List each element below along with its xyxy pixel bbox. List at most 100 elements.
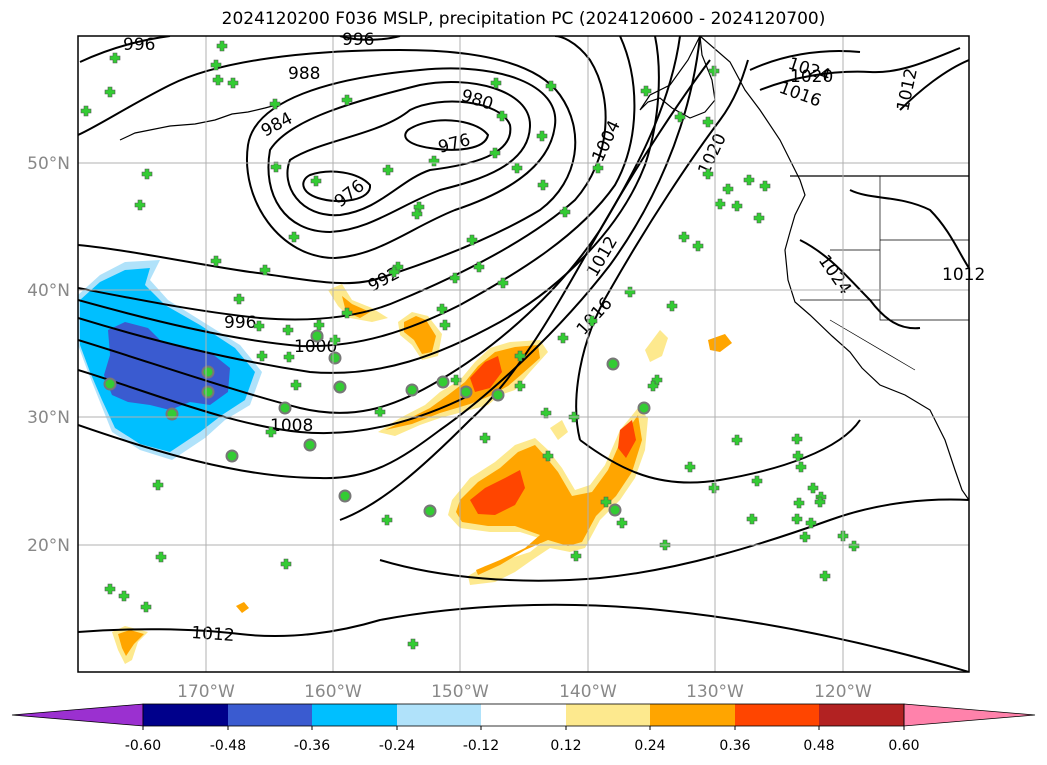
station-marker [436,303,448,315]
isobar-label: 996 [224,313,256,333]
isobar-label: 996 [342,30,374,50]
colorbar-tick-label: -0.60 [125,738,161,754]
station-marker [253,320,265,332]
colorbar-segment [735,704,819,726]
station-marker [227,77,239,89]
station-marker [814,496,826,508]
lat-tick-label: 30°N [27,408,70,428]
station-marker [743,174,755,186]
station-marker-circle [491,388,505,402]
isobar-label: 1020 [790,67,833,87]
station-marker [310,175,322,187]
station-marker [651,374,663,386]
colorbar-tick-label: 0.24 [634,738,665,754]
station-marker [233,293,245,305]
station-marker [152,479,164,491]
station-marker [708,482,720,494]
station-marker-circle [201,385,215,399]
station-marker [282,324,294,336]
station-marker [109,52,121,64]
isobar-976 [302,170,371,203]
precip-cell-pos-high [470,356,502,392]
isobar-988 [246,67,557,260]
colorbar-tick-label: 0.60 [888,738,919,754]
north-america-coastline [639,36,969,501]
colorbar-tick-label: -0.12 [463,738,499,754]
station-marker [140,601,152,613]
station-marker [288,231,300,243]
station-marker [511,162,523,174]
station-marker [678,231,690,243]
isobar-984 [267,81,532,234]
station-marker [537,179,549,191]
station-marker [290,379,302,391]
station-marker [640,85,652,97]
station-marker [799,531,811,543]
station-marker [702,116,714,128]
lat-tick-label: 20°N [27,536,70,556]
station-marker [489,147,501,159]
precipitation-shading [78,260,732,664]
station-marker [382,164,394,176]
colorbar-segment [143,704,228,726]
isobar-label: 1000 [294,337,337,357]
station-marker-circle [328,351,342,365]
station-marker [731,200,743,212]
island-chain [119,103,281,141]
isobar-label: 976 [436,130,473,158]
colorbar-tick-label: -0.36 [294,738,330,754]
isobar-label: 988 [288,64,320,84]
isobars [78,36,969,672]
precip-cell-pos-high [618,420,636,458]
isobar-1024-land [799,239,921,330]
station-marker-circle [459,385,473,399]
colorbar-segment [397,704,481,726]
station-marker [490,77,502,89]
colorbar-extend-left [11,703,144,727]
station-marker [280,558,292,570]
station-marker-circle [606,357,620,371]
station-marker [104,86,116,98]
station-marker [392,261,404,273]
station-marker [793,497,805,509]
station-marker [759,180,771,192]
station-marker [407,638,419,650]
colorbar-outline [142,703,905,727]
isobar-label: 1012 [191,623,236,646]
colorbar-segment [819,704,904,726]
isobar-1012-south [78,603,969,672]
precip-cell-small [328,284,388,322]
station-marker [497,277,509,289]
station-marker [473,261,485,273]
station-marker [848,540,860,552]
station-marker [466,234,478,246]
station-marker [557,332,569,344]
station-marker [586,315,598,327]
station-marker [731,434,743,446]
station-marker [708,65,720,77]
station-marker [212,74,224,86]
colorbar-segment [566,704,650,726]
station-marker [80,105,92,117]
precip-cell-small [550,420,568,440]
station-marker [479,432,491,444]
station-marker [666,300,678,312]
station-marker [118,590,130,602]
station-marker [269,98,281,110]
isobar-1004 [78,36,660,374]
station-marker [542,450,554,462]
station-marker [722,183,734,195]
precip-cell-pos-mid [456,415,642,575]
isobar-labels: 996 996 988 984 980 976 976 1004 992 996… [123,30,985,646]
isobar-label: 1004 [588,117,624,165]
isobar-label: 1012 [893,67,922,113]
station-marker [714,198,726,210]
station-marker [559,206,571,218]
coastlines [119,36,969,501]
colorbar-tick-label: 0.36 [719,738,750,754]
station-marker-circle [225,449,239,463]
station-marker [329,334,341,346]
isobar-1020 [575,59,861,484]
colorbar-segment [228,704,312,726]
